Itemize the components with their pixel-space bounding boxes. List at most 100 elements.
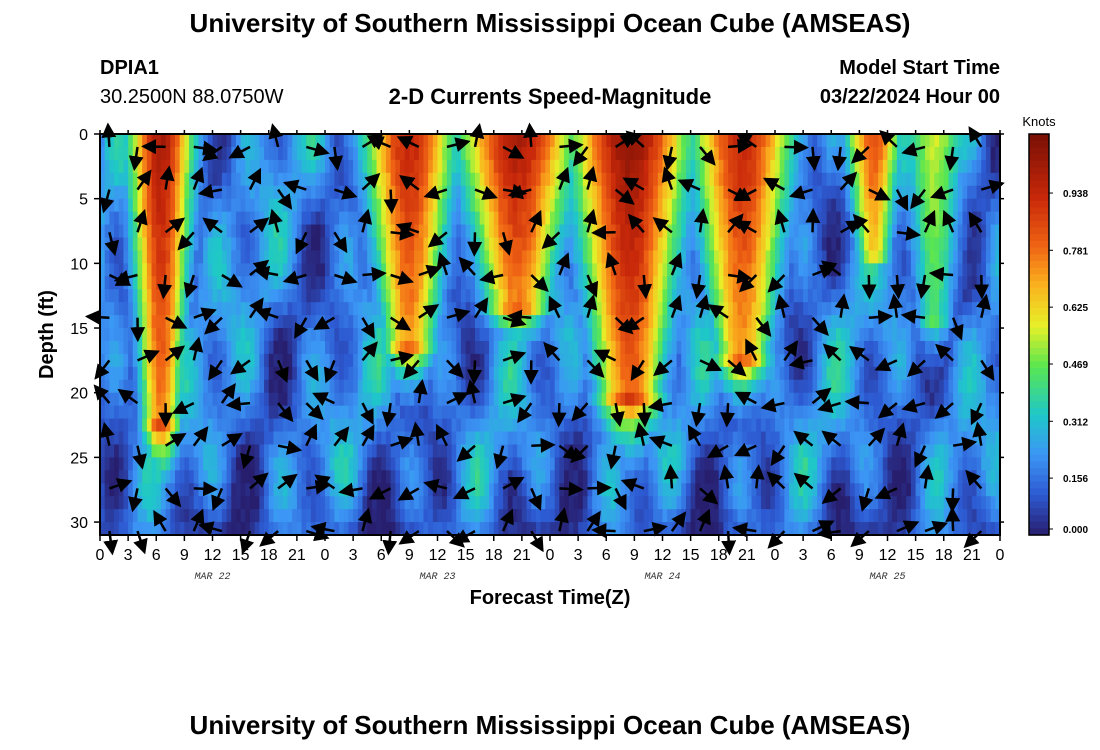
heatmap-cell [751, 509, 757, 523]
heatmap-cell [779, 328, 785, 342]
heatmap-cell [109, 289, 115, 303]
heatmap-cell [653, 146, 659, 161]
heatmap-cell [475, 353, 481, 368]
heatmap-cell [629, 457, 635, 471]
heatmap-cell [784, 470, 790, 484]
heatmap-cell [189, 198, 195, 213]
heatmap-cell [451, 276, 457, 290]
heatmap-cell [643, 237, 650, 252]
heatmap-cell [517, 444, 523, 458]
heatmap-cell [329, 496, 335, 510]
heatmap-cell [714, 289, 720, 303]
heatmap-cell [732, 444, 739, 458]
heatmap-cell [207, 237, 214, 252]
heatmap-cell [789, 496, 795, 510]
heatmap-cell [484, 211, 490, 226]
heatmap-cell [259, 237, 265, 252]
heatmap-cell [559, 185, 565, 200]
heatmap-cell [596, 289, 603, 303]
heatmap-cell [273, 250, 279, 264]
heatmap-cell [714, 405, 720, 420]
heatmap-cell [104, 509, 110, 523]
heatmap-cell [446, 146, 453, 161]
heatmap-cell [601, 457, 607, 471]
heatmap-cell [564, 315, 570, 329]
heatmap-cell [423, 457, 429, 471]
heatmap-cell [789, 522, 795, 536]
heatmap-cell [545, 302, 551, 316]
heatmap-cell [493, 211, 500, 226]
heatmap-cell [320, 366, 326, 381]
heatmap-cell [226, 211, 232, 226]
heatmap-cell [531, 379, 537, 394]
heatmap-cell [409, 289, 415, 303]
heatmap-cell [845, 276, 851, 290]
heatmap-cell [835, 289, 842, 303]
heatmap-cell [498, 328, 504, 342]
heatmap-cell [685, 496, 692, 510]
heatmap-cell [728, 353, 734, 368]
heatmap-cell [446, 509, 453, 523]
heatmap-cell [535, 146, 542, 161]
heatmap-cell [620, 198, 626, 213]
heatmap-cell [142, 198, 148, 213]
heatmap-cell [334, 211, 340, 226]
heatmap-cell [273, 302, 279, 316]
heatmap-cell [470, 353, 476, 368]
heatmap-cell [723, 509, 729, 523]
heatmap-cell [301, 146, 307, 161]
heatmap-cell [175, 392, 181, 407]
heatmap-cell [643, 522, 650, 536]
heatmap-cell [540, 418, 546, 433]
heatmap-cell [521, 418, 528, 433]
heatmap-cell [789, 483, 795, 497]
heatmap-cell [339, 522, 345, 536]
heatmap-cell [732, 470, 739, 484]
heatmap-cell [793, 237, 800, 252]
heatmap-cell [165, 340, 171, 355]
heatmap-cell [728, 134, 734, 148]
heatmap-cell [264, 159, 270, 174]
heatmap-cell [376, 211, 382, 226]
heatmap-cell [540, 315, 546, 329]
heatmap-cell [320, 328, 326, 342]
heatmap-cell [507, 134, 514, 148]
heatmap-cell [418, 302, 425, 316]
heatmap-cell [779, 418, 785, 433]
heatmap-cell [756, 224, 762, 239]
heatmap-cell [339, 172, 345, 187]
heatmap-cell [517, 289, 523, 303]
heatmap-cell [264, 276, 270, 290]
heatmap-cell [840, 159, 846, 174]
heatmap-cell [587, 146, 593, 161]
heatmap-cell [493, 134, 500, 148]
heatmap-cell [760, 302, 767, 316]
heatmap-cell [657, 276, 664, 290]
heatmap-cell [329, 418, 335, 433]
heatmap-cell [746, 250, 753, 264]
heatmap-cell [442, 328, 448, 342]
heatmap-cell [128, 522, 134, 536]
heatmap-cell [714, 340, 720, 355]
heatmap-cell [831, 276, 837, 290]
heatmap-cell [634, 263, 640, 277]
heatmap-cell [564, 405, 570, 420]
heatmap-cell [428, 470, 434, 484]
heatmap-cell [704, 522, 710, 536]
heatmap-cell [493, 431, 500, 446]
heatmap-cell [484, 457, 490, 471]
heatmap-cell [765, 250, 771, 264]
heatmap-cell [723, 172, 729, 187]
heatmap-cell [831, 237, 837, 252]
heatmap-cell [273, 418, 279, 433]
heatmap-cell [676, 185, 682, 200]
heatmap-cell [160, 263, 167, 277]
heatmap-cell [568, 172, 575, 187]
heatmap-cell [151, 340, 157, 355]
heatmap-cell [596, 340, 603, 355]
heatmap-cell [512, 289, 518, 303]
heatmap-cell [835, 172, 842, 187]
heatmap-cell [404, 198, 410, 213]
heatmap-cell [203, 328, 209, 342]
heatmap-cell [728, 237, 734, 252]
